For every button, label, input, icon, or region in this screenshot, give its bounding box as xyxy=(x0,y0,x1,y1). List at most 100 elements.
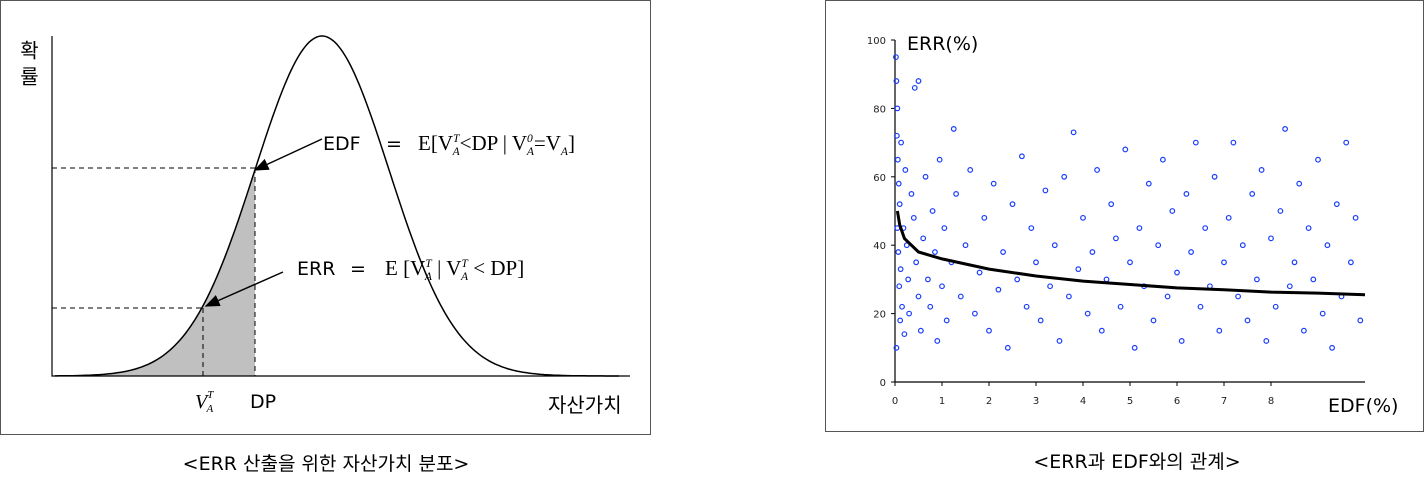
formula-sup: T xyxy=(425,258,433,270)
data-point xyxy=(1197,303,1204,310)
data-point xyxy=(1347,259,1354,266)
data-point xyxy=(1249,190,1256,197)
data-point xyxy=(1188,249,1194,255)
x-tick-label: 5 xyxy=(1127,396,1133,407)
data-point xyxy=(1352,214,1359,221)
formula-sup: T xyxy=(453,133,461,145)
arrow xyxy=(204,271,284,307)
variable-sup: T xyxy=(207,389,214,401)
data-point xyxy=(1211,173,1218,180)
data-point xyxy=(920,235,927,242)
data-point xyxy=(908,190,915,197)
data-point xyxy=(1192,139,1199,146)
data-point xyxy=(1230,139,1237,146)
data-point xyxy=(1300,327,1307,334)
formula-sub: A xyxy=(452,146,461,158)
data-point xyxy=(962,242,969,249)
data-point xyxy=(1272,303,1279,310)
data-point xyxy=(929,208,936,214)
data-point xyxy=(1037,317,1044,324)
data-point xyxy=(1221,259,1227,266)
data-point xyxy=(934,338,941,344)
data-point xyxy=(913,259,920,266)
arrow xyxy=(253,138,323,171)
right-panel xyxy=(825,0,1424,432)
data-point xyxy=(943,317,950,324)
data-point xyxy=(895,249,902,255)
data-point xyxy=(1004,344,1011,351)
data-point xyxy=(1042,187,1049,194)
data-point xyxy=(1028,225,1035,232)
data-point xyxy=(1117,303,1124,310)
data-point xyxy=(953,190,959,197)
shaded-area xyxy=(55,169,255,376)
data-point xyxy=(1296,180,1303,187)
data-point xyxy=(1291,259,1298,266)
data-point xyxy=(894,105,901,112)
data-point xyxy=(1033,259,1039,266)
data-point xyxy=(1263,338,1270,344)
data-point xyxy=(1047,283,1053,290)
y-axis-label: ERR(%) xyxy=(907,33,978,55)
data-point xyxy=(1155,242,1162,249)
data-point xyxy=(1357,317,1364,324)
caption: <ERR 산출을 위한 자산가치 분포> xyxy=(183,453,470,475)
data-point xyxy=(941,225,948,232)
data-point xyxy=(1014,276,1021,283)
formula: E[VT A<DP | V0 A=VA] xyxy=(418,131,575,158)
edf-guides xyxy=(52,167,256,376)
data-point xyxy=(976,269,983,276)
data-point xyxy=(1216,327,1223,334)
data-point xyxy=(1239,242,1246,249)
data-point xyxy=(1324,242,1331,249)
data-point xyxy=(915,293,922,300)
y-tick-label: 40 xyxy=(873,241,886,252)
data-point xyxy=(1268,235,1274,242)
data-point xyxy=(897,266,904,273)
data-point xyxy=(903,242,910,249)
data-point xyxy=(901,331,908,338)
variable-sub: A xyxy=(206,403,214,415)
formula-sub: A xyxy=(560,146,569,158)
data-point xyxy=(894,156,901,163)
x-tick-label: 1 xyxy=(939,396,945,407)
data-point xyxy=(1183,190,1190,197)
formula-text: E [V xyxy=(385,256,425,280)
data-point xyxy=(1094,167,1100,173)
data-point xyxy=(1343,139,1350,146)
data-point xyxy=(1084,310,1091,317)
data-point xyxy=(1112,235,1119,242)
y-tick-label: 60 xyxy=(873,173,886,184)
data-point xyxy=(990,180,997,187)
x-tick-label: 0 xyxy=(892,396,898,407)
data-point xyxy=(972,310,978,317)
data-point xyxy=(1136,225,1143,232)
data-point xyxy=(1080,214,1086,221)
data-point xyxy=(1056,338,1063,344)
data-point xyxy=(893,132,900,139)
threshold-label: DP xyxy=(250,391,276,413)
y-tick-label: 100 xyxy=(867,36,886,47)
data-point xyxy=(1310,276,1317,283)
data-point xyxy=(1070,129,1077,136)
data-point xyxy=(1098,327,1105,334)
data-point xyxy=(967,167,974,173)
data-point xyxy=(1319,310,1326,317)
data-point xyxy=(906,310,912,317)
formula-sup: 0 xyxy=(527,133,533,145)
data-point xyxy=(922,173,929,180)
data-point xyxy=(939,283,945,290)
data-point xyxy=(1244,317,1251,324)
data-point xyxy=(986,327,992,334)
trend-line xyxy=(895,210,1366,297)
data-point xyxy=(1122,146,1129,153)
data-point xyxy=(910,214,917,221)
formula-text: E[V xyxy=(418,131,453,155)
data-point xyxy=(957,293,964,300)
data-point xyxy=(1286,283,1293,290)
data-point xyxy=(1315,156,1321,163)
x-axis-label: EDF(%) xyxy=(1328,395,1398,417)
x-tick-label: 8 xyxy=(1268,396,1274,407)
